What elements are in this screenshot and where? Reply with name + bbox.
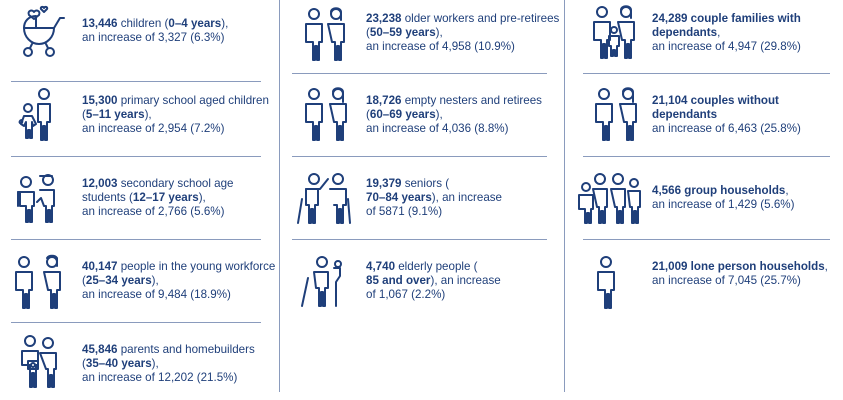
stat-item-young-workforce: 40,147 people in the young workforce (25… [0,240,278,323]
elderly-with-walker-icon [298,252,354,314]
stat-text: 18,726 empty nesters and retirees (60–69… [366,94,542,135]
row-divider [292,239,547,240]
older-couple-icon [300,4,356,66]
stat-item-elderly: 4,740 elderly people ( 85 and over), an … [280,240,564,323]
column-age-groups-older: 23,238 older workers and pre-retirees (5… [280,0,564,400]
stat-text: 40,147 people in the young workforce (25… [82,260,276,301]
stat-item-children: 13,446 children (0–4 years), an increase… [0,0,278,82]
row-divider [583,156,830,157]
parents-with-baby-icon [14,333,70,395]
stat-text: 45,846 parents and homebuilders (35–40 y… [82,343,255,384]
row-divider [11,81,261,82]
stat-text: 23,238 older workers and pre-retirees (5… [366,12,560,53]
stat-item-secondary-school: 12,003 secondary school age students (12… [0,157,278,240]
row-divider [583,73,830,74]
stat-item-seniors: 19,379 seniors ( 70–84 years), an increa… [280,157,564,240]
row-divider [11,322,261,323]
stat-item-empty-nesters: 18,726 empty nesters and retirees (60–69… [280,74,564,157]
stat-item-group-households: 4,566 group households, an increase of 1… [566,157,843,240]
stat-text: 21,009 lone person households, an increa… [652,260,828,287]
column-divider [279,0,280,392]
stat-text: 12,003 secondary school age students (12… [82,177,234,218]
stat-text: 13,446 children (0–4 years), an increase… [82,17,229,44]
stat-item-primary-school: 15,300 primary school aged children (5–1… [0,74,278,157]
stroller-icon [14,4,70,66]
empty-nesters-icon [300,84,356,146]
couple-icon [590,84,646,146]
stat-item-parents-homebuilders: 45,846 parents and homebuilders (35–40 y… [0,323,278,400]
row-divider [11,239,261,240]
stat-text: 4,740 elderly people ( 85 and over), an … [366,260,501,301]
stat-item-couple-families: 24,289 couple families with dependants, … [566,0,843,74]
row-divider [292,73,547,74]
stat-text: 24,289 couple families with dependants, … [652,12,801,53]
row-divider [11,156,261,157]
column-age-groups-young: 13,446 children (0–4 years), an increase… [0,0,278,400]
stat-item-lone-person: 21,009 lone person households, an increa… [566,240,843,323]
stat-text: 19,379 seniors ( 70–84 years), an increa… [366,177,503,218]
teenagers-icon [12,168,68,230]
stat-item-couples-without-dependants: 21,104 couples without dependants an inc… [566,74,843,157]
lone-person-icon [590,252,646,314]
child-with-parent-icon [14,84,70,146]
row-divider [292,156,547,157]
column-household-types: 24,289 couple families with dependants, … [566,0,843,400]
young-adults-icon [12,252,68,314]
stat-text: 15,300 primary school aged children (5–1… [82,94,269,135]
stat-item-older-workers: 23,238 older workers and pre-retirees (5… [280,0,564,74]
row-divider [583,239,830,240]
group-household-icon [576,169,646,231]
column-divider [564,0,565,392]
stat-text: 4,566 group households, an increase of 1… [652,184,795,211]
couple-with-child-icon [590,4,646,66]
stat-text: 21,104 couples without dependants an inc… [652,94,801,135]
seniors-with-canes-icon [294,169,356,231]
